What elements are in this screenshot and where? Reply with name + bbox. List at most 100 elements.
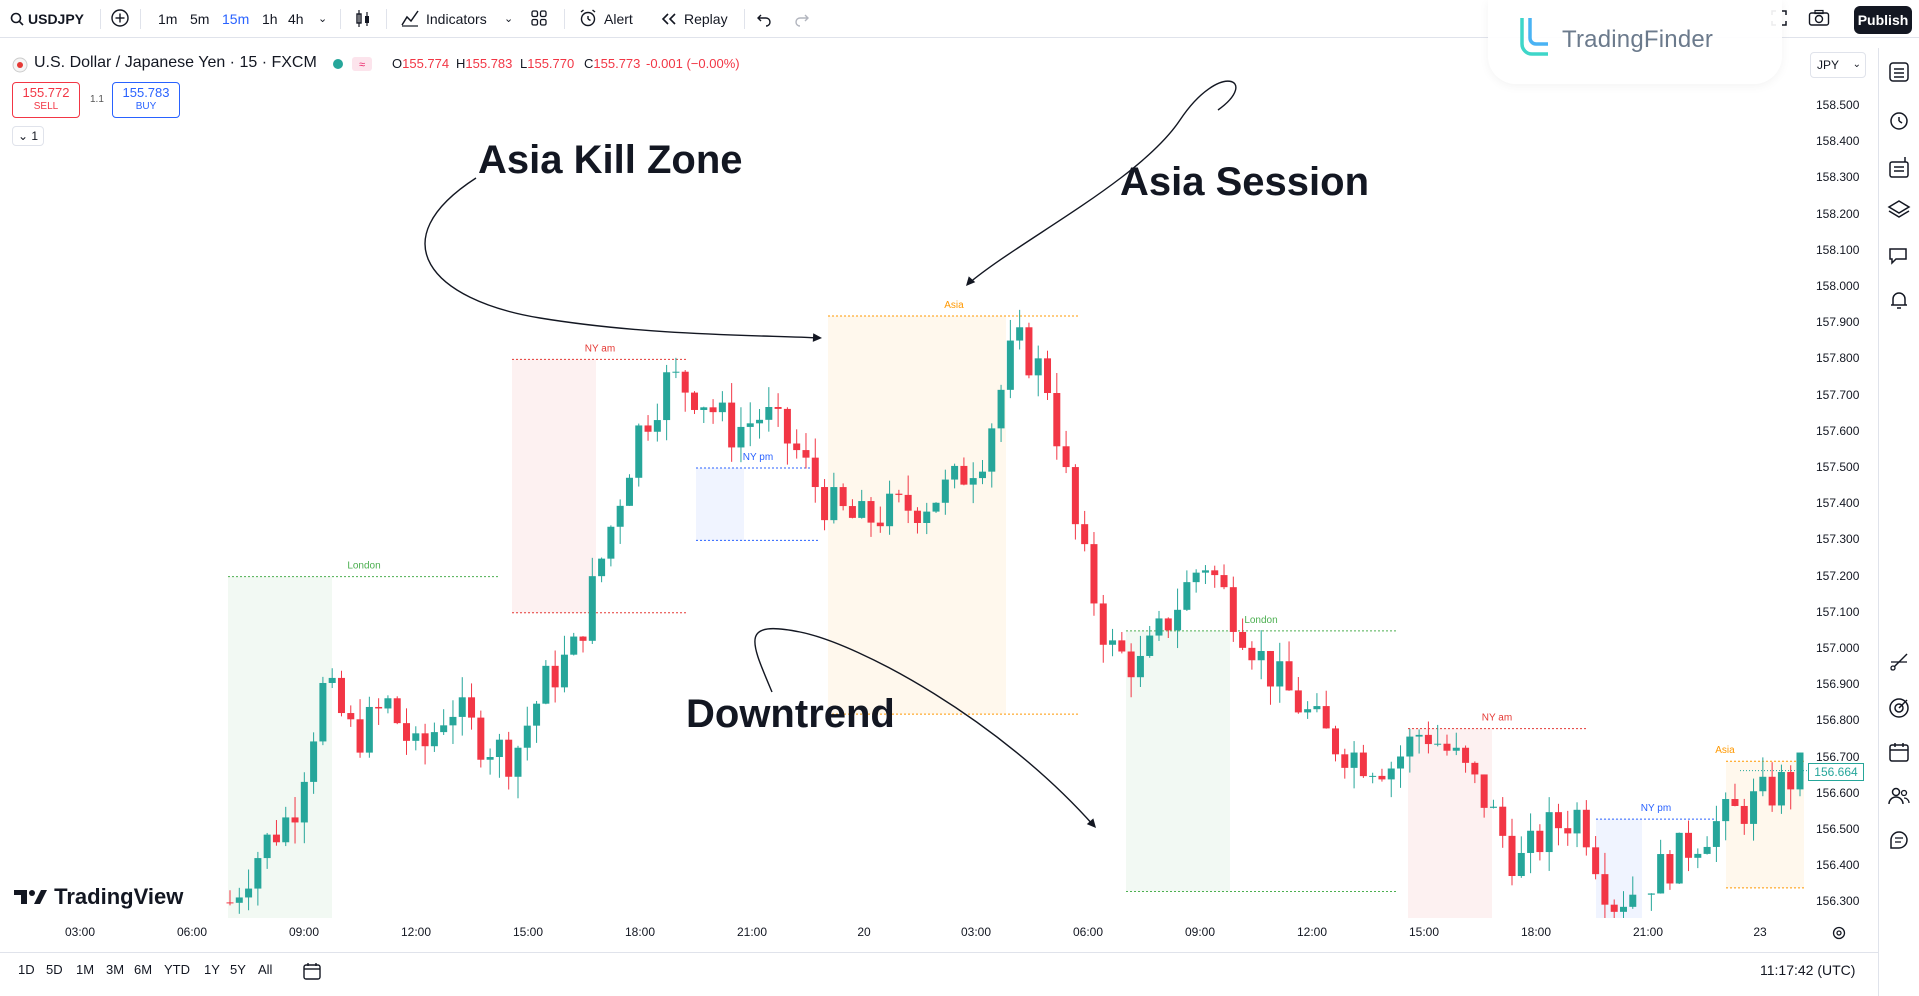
range-all[interactable]: All bbox=[258, 962, 273, 977]
candle-body bbox=[1155, 618, 1163, 636]
price-scale[interactable]: 158.500 158.400 158.300 158.200 158.100 158.0… bbox=[1808, 48, 1874, 918]
candle-body bbox=[1192, 572, 1200, 583]
layout-grid-icon[interactable] bbox=[530, 8, 548, 30]
candle-body bbox=[1610, 904, 1618, 912]
candle-body bbox=[1731, 799, 1739, 806]
candle-body bbox=[468, 697, 476, 718]
currency-select[interactable]: JPY ⌄ bbox=[1810, 52, 1866, 78]
chevron-down-icon[interactable]: ⌄ bbox=[504, 13, 514, 25]
interval-1h[interactable]: 1h bbox=[262, 11, 278, 27]
community-icon[interactable] bbox=[1887, 784, 1911, 808]
alerts-clock-icon[interactable] bbox=[1887, 108, 1911, 132]
help-icon[interactable] bbox=[1887, 828, 1911, 852]
range-3m[interactable]: 3M bbox=[106, 962, 125, 977]
interval-5m[interactable]: 5m bbox=[190, 11, 210, 27]
candle-body bbox=[328, 677, 336, 683]
annotation-downtrend[interactable]: Downtrend bbox=[686, 692, 895, 736]
price-tick: 157.500 bbox=[1816, 460, 1860, 474]
candle-body bbox=[895, 493, 903, 495]
candle-body bbox=[1350, 752, 1358, 768]
buy-price: 155.783 bbox=[122, 85, 170, 100]
candle-body bbox=[709, 407, 717, 413]
candle-body bbox=[282, 817, 290, 843]
session-label: NY am bbox=[1482, 713, 1512, 724]
candle-body bbox=[1675, 832, 1683, 884]
utc-clock[interactable]: 11:17:42 (UTC) bbox=[1760, 962, 1856, 978]
arrow-downtrend bbox=[754, 627, 1095, 827]
publish-button[interactable]: Publish bbox=[1854, 6, 1912, 34]
session-label: NY pm bbox=[743, 452, 773, 463]
trendline-tool-icon[interactable] bbox=[1887, 650, 1911, 674]
symbol-title[interactable]: U.S. Dollar / Japanese Yen · 15 · FXCM bbox=[34, 54, 317, 71]
range-6m[interactable]: 6M bbox=[134, 962, 153, 977]
range-5y[interactable]: 5Y bbox=[230, 962, 246, 977]
session-box bbox=[512, 359, 596, 613]
camera-icon[interactable] bbox=[1808, 8, 1830, 30]
settings-gear-icon[interactable] bbox=[1831, 925, 1847, 941]
layers-icon[interactable] bbox=[1887, 198, 1911, 222]
rewind-icon[interactable] bbox=[660, 8, 678, 30]
annotation-asia-kill-zone[interactable]: Asia Kill Zone bbox=[478, 138, 743, 182]
candle-body bbox=[1489, 806, 1497, 808]
candle-body bbox=[514, 747, 522, 777]
symbol-search[interactable]: USDJPY bbox=[28, 11, 85, 27]
candles-icon[interactable] bbox=[354, 8, 372, 30]
alarm-clock-icon[interactable] bbox=[578, 8, 598, 30]
interval-4h[interactable]: 4h bbox=[288, 11, 304, 27]
candle-body bbox=[1062, 446, 1070, 468]
candle-body bbox=[1109, 640, 1117, 645]
object-tree-icon[interactable] bbox=[1887, 156, 1911, 180]
arrow-asia-session-head bbox=[966, 276, 976, 286]
interval-15m[interactable]: 15m bbox=[222, 11, 250, 27]
indicators-icon[interactable] bbox=[400, 8, 420, 30]
candle-body bbox=[663, 372, 671, 421]
redo-icon[interactable] bbox=[794, 8, 810, 30]
annotation-asia-session[interactable]: Asia Session bbox=[1120, 160, 1370, 204]
add-symbol-icon[interactable] bbox=[110, 8, 130, 30]
range-1m[interactable]: 1M bbox=[76, 962, 95, 977]
candle-body bbox=[412, 733, 420, 741]
candle-body bbox=[1099, 603, 1107, 645]
watchlist-icon[interactable] bbox=[1887, 60, 1911, 84]
candle-body bbox=[1722, 799, 1730, 822]
candle-body bbox=[1294, 690, 1302, 713]
undo-icon[interactable] bbox=[756, 8, 772, 30]
collapse-legend-button[interactable]: ⌄ 1 bbox=[12, 126, 44, 146]
candle-body bbox=[1666, 854, 1674, 884]
arrow-downtrend-head bbox=[1086, 818, 1096, 828]
range-1d[interactable]: 1D bbox=[18, 962, 35, 977]
calendar-icon[interactable] bbox=[1887, 740, 1911, 764]
target-icon[interactable] bbox=[1887, 696, 1911, 720]
time-tick: 09:00 bbox=[1184, 925, 1216, 939]
notifications-bell-icon[interactable] bbox=[1887, 288, 1911, 312]
range-ytd[interactable]: YTD bbox=[164, 962, 190, 977]
interval-1m[interactable]: 1m bbox=[158, 11, 178, 27]
replay-button[interactable]: Replay bbox=[684, 11, 728, 27]
range-5d[interactable]: 5D bbox=[46, 962, 63, 977]
candle-body bbox=[811, 457, 819, 488]
time-tick: 18:00 bbox=[624, 925, 656, 939]
candle-body bbox=[1211, 570, 1219, 576]
time-tick: 15:00 bbox=[512, 925, 544, 939]
buy-button[interactable]: 155.783 BUY bbox=[112, 82, 180, 118]
price-tick: 157.400 bbox=[1816, 496, 1860, 511]
time-tick: 12:00 bbox=[400, 925, 432, 939]
indicators-button[interactable]: Indicators bbox=[426, 11, 487, 27]
candle-body bbox=[951, 465, 959, 480]
goto-date-icon[interactable] bbox=[302, 961, 322, 981]
chevron-down-icon[interactable]: ⌄ bbox=[318, 13, 328, 25]
candle-body bbox=[616, 505, 624, 527]
price-tick: 157.800 bbox=[1816, 351, 1860, 366]
candle-body bbox=[421, 733, 429, 747]
tradingfinder-logo: TradingFinder bbox=[1488, 0, 1782, 84]
market-status-icon[interactable]: ≈ bbox=[330, 55, 376, 73]
sell-button[interactable]: 155.772 SELL bbox=[12, 82, 80, 118]
range-1y[interactable]: 1Y bbox=[204, 962, 220, 977]
alert-button[interactable]: Alert bbox=[604, 11, 633, 27]
search-icon[interactable] bbox=[10, 8, 24, 30]
candle-body bbox=[1044, 358, 1052, 394]
chat-icon[interactable] bbox=[1887, 244, 1911, 268]
candle-body bbox=[1536, 830, 1544, 853]
candle-body bbox=[1759, 776, 1767, 792]
